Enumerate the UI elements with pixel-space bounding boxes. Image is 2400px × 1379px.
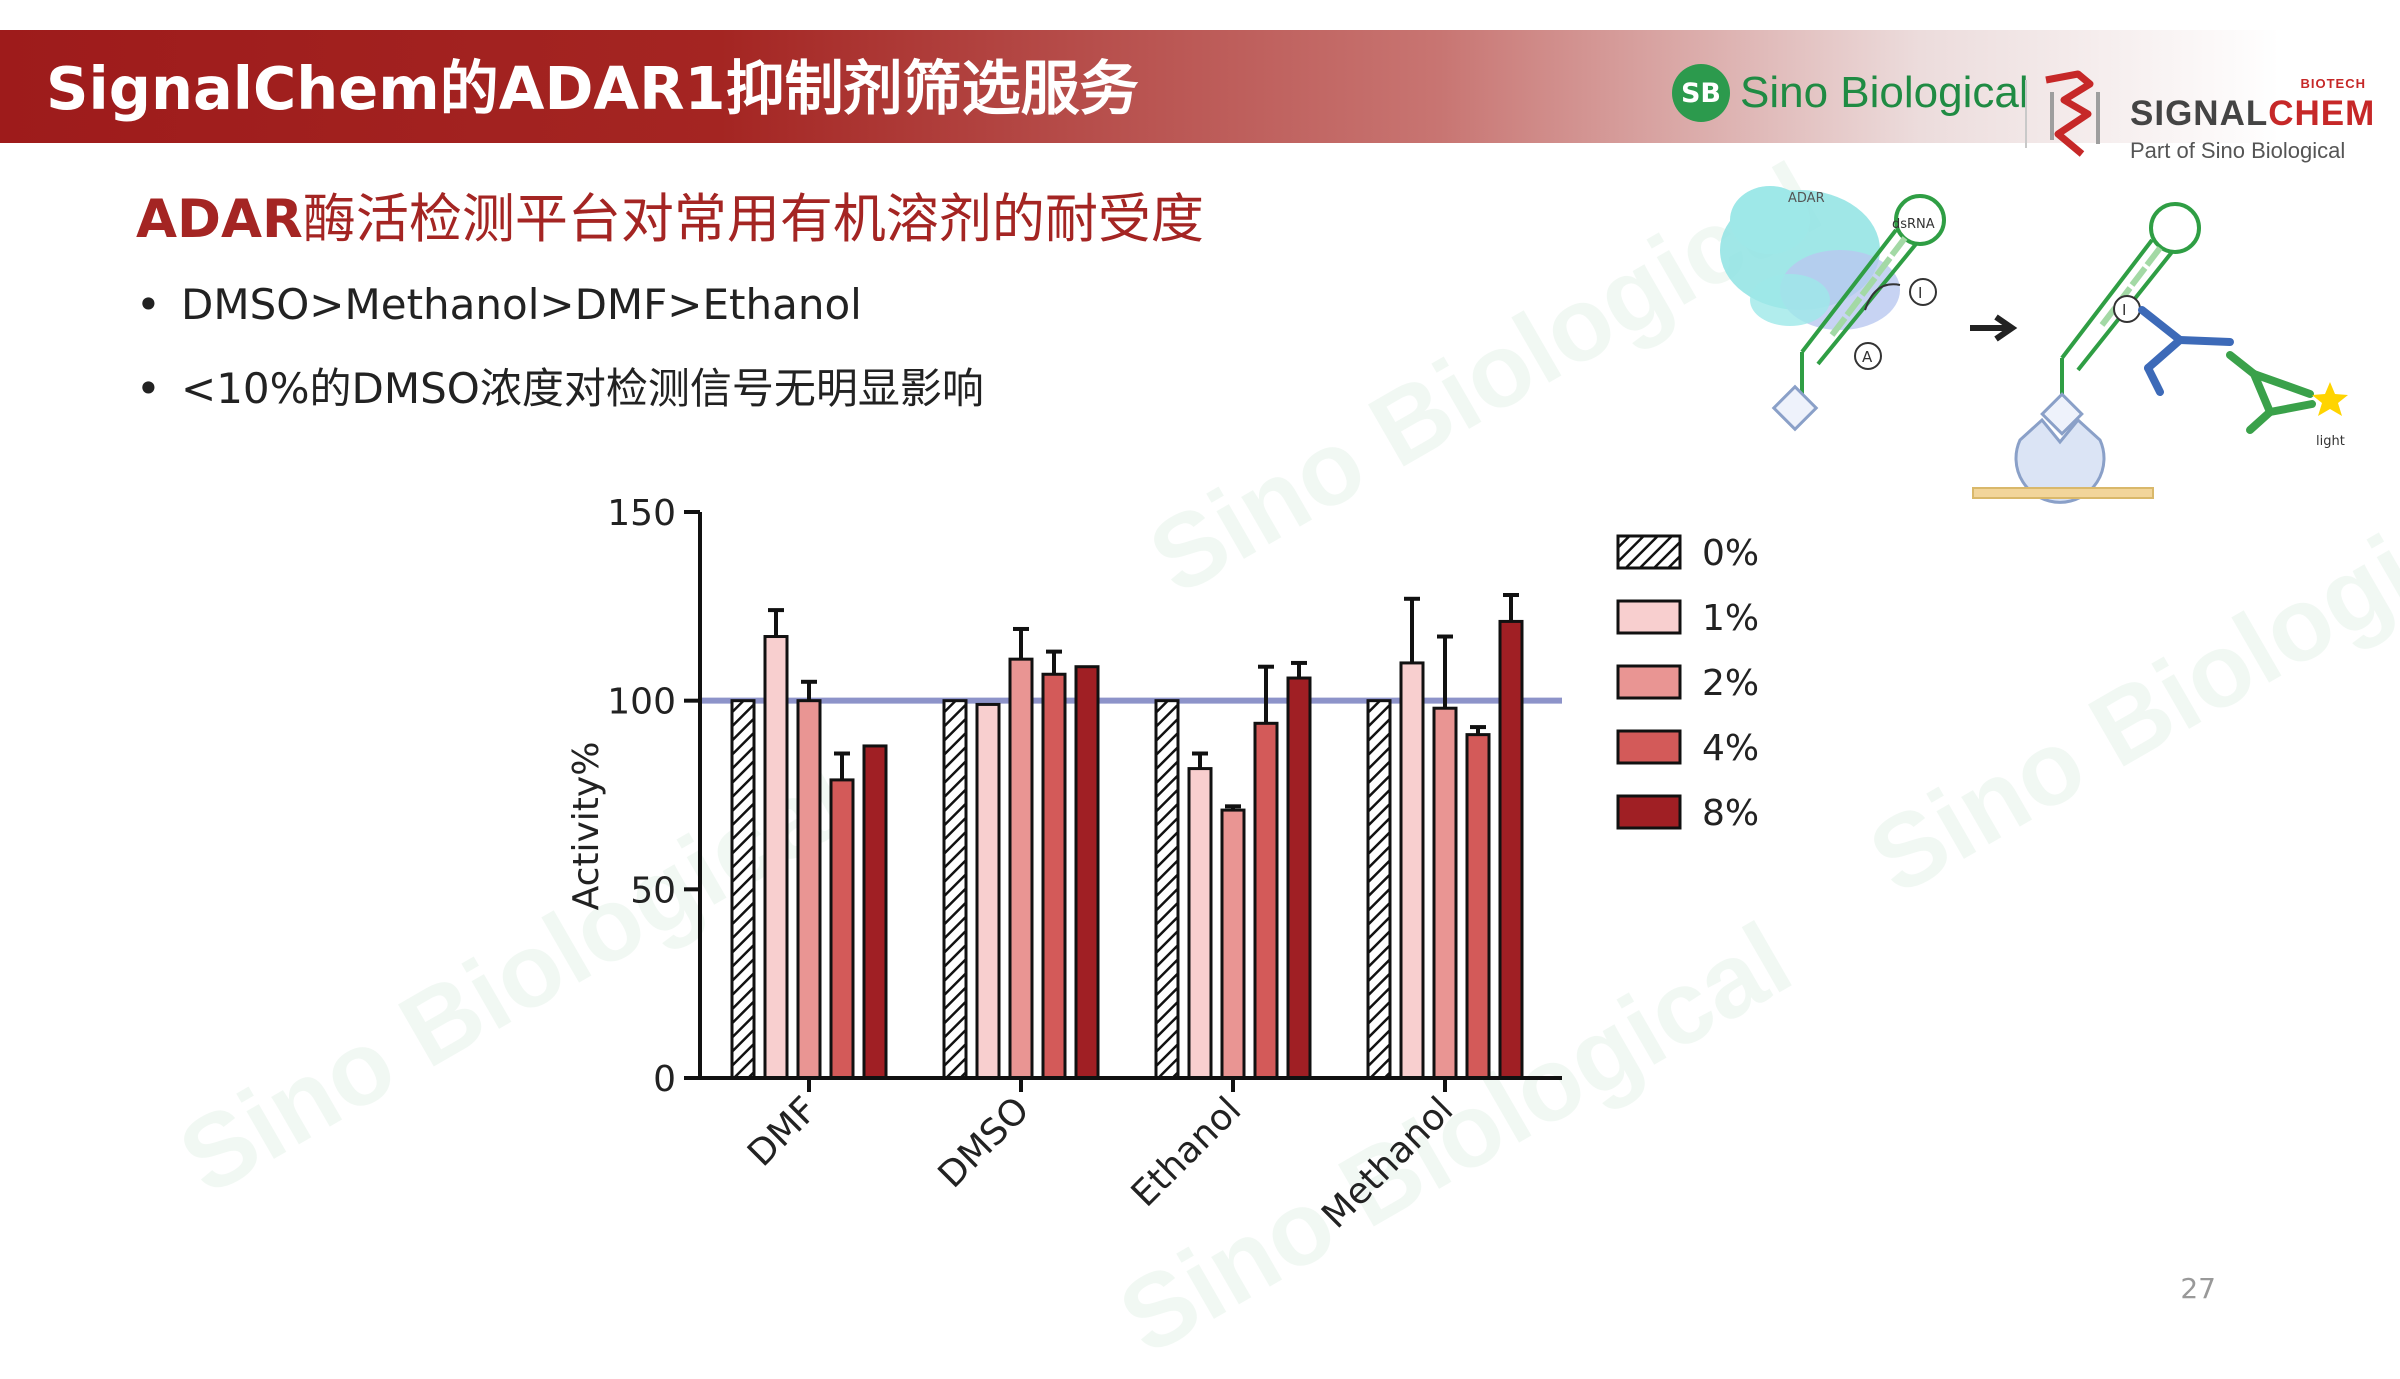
chart-legend: 0% 1% 2% 4% 8% <box>1616 533 1759 834</box>
bar-ethanol-8pct <box>1286 676 1312 1080</box>
legend-swatch <box>1616 599 1682 635</box>
bar-dmf-2pct <box>796 699 822 1080</box>
bullet-item: • DMSO>Methanol>DMF>Ethanol <box>136 280 984 330</box>
assay-diagram: ADAR dsRNA I A I <box>1720 186 2348 504</box>
section-title: ADAR酶活检测平台对常用有机溶剂的耐受度 <box>136 188 1204 252</box>
signalchem-name-b: CHEM <box>2268 94 2376 133</box>
bar-methanol-2pct <box>1432 706 1458 1080</box>
inosine-label: I <box>1918 284 1922 302</box>
logo-divider <box>2025 80 2027 148</box>
bullet-text: <10%的DMSO浓度对检测信号无明显影响 <box>181 364 984 413</box>
bullet-list: • DMSO>Methanol>DMF>Ethanol • <10%的DMSO浓度对… <box>136 280 984 448</box>
bar-dmso-8pct <box>1074 665 1100 1080</box>
adar-label: ADAR <box>1788 191 1825 206</box>
adenosine-label: A <box>1862 348 1873 366</box>
bars-group <box>730 593 1524 1080</box>
biotin-diamond-icon-2 <box>2040 392 2084 436</box>
y-axis-label: Activity% <box>566 742 607 911</box>
bullet-text: DMSO>Methanol>DMF>Ethanol <box>181 280 862 329</box>
conversion-arrow-icon <box>1864 283 1901 311</box>
legend-swatch <box>1616 534 1682 570</box>
signalchem-name-a: SIGNAL <box>2130 94 2269 133</box>
inosine-label-2: I <box>2122 301 2126 319</box>
y-tick-label: 100 <box>607 682 676 723</box>
bar-ethanol-0pct <box>1154 699 1180 1080</box>
section-title-bold: ADAR <box>136 189 303 250</box>
x-tick-label: Ethanol <box>1124 1089 1250 1215</box>
bar-dmso-1pct <box>975 702 1001 1080</box>
bar-dmso-4pct <box>1041 672 1067 1080</box>
x-tick-label: DMSO <box>931 1089 1038 1196</box>
y-tick-label: 150 <box>607 493 676 534</box>
bar-methanol-4pct <box>1465 733 1491 1080</box>
inosine-circle <box>1909 278 1937 306</box>
legend-swatch <box>1616 794 1682 830</box>
bar-dmf-1pct <box>763 635 789 1080</box>
dsrna-label: dsRNA <box>1892 217 1935 232</box>
page-title: SignalChem的ADAR1抑制剂筛选服务 <box>46 54 1139 123</box>
bar-ethanol-2pct <box>1220 808 1246 1080</box>
legend-label: 1% <box>1702 598 1759 639</box>
x-tick-label: DMF <box>740 1089 825 1174</box>
legend-label: 8% <box>1702 793 1759 834</box>
bar-dmf-0pct <box>730 699 756 1080</box>
x-tick-label: Methanol <box>1314 1089 1461 1236</box>
bar-methanol-0pct <box>1366 699 1392 1080</box>
bar-ethanol-4pct <box>1253 721 1279 1080</box>
legend-swatch <box>1616 729 1682 765</box>
plate-surface-icon <box>1972 487 2154 499</box>
biotin-diamond-icon <box>1771 384 1819 432</box>
antibody-icon <box>2138 306 2316 434</box>
bar-dmso-0pct <box>942 699 968 1080</box>
bar-dmso-2pct <box>1008 657 1034 1080</box>
x-tick-labels: DMF DMSO Ethanol Methanol <box>740 1078 1461 1236</box>
bar-dmf-4pct <box>829 778 855 1080</box>
section-title-rest: 酶活检测平台对常用有机溶剂的耐受度 <box>302 189 1204 250</box>
bar-ethanol-1pct <box>1187 767 1213 1080</box>
light-label: light <box>2316 434 2345 449</box>
sino-logo-text: Sino Biological <box>1740 68 2029 117</box>
signalchem-biotech: BIOTECH <box>2300 76 2366 91</box>
sino-biological-logo: SB Sino Biological <box>1672 58 2029 128</box>
y-ticks: 0 50 100 150 <box>607 493 700 1100</box>
bullet-dot: • <box>136 364 161 413</box>
page-number: 27 <box>2180 1272 2216 1305</box>
bar-methanol-1pct <box>1399 661 1425 1080</box>
signalchem-name: SIGNALCHEM <box>2130 94 2375 134</box>
legend-label: 2% <box>1702 663 1759 704</box>
light-star-icon <box>2312 382 2348 416</box>
signalchem-part-of: Part of Sino Biological <box>2130 138 2346 163</box>
y-tick-label: 50 <box>630 870 676 911</box>
bar-dmf-8pct <box>862 744 888 1080</box>
adar-protein-icon <box>1720 186 1900 330</box>
bar-chart: 0 50 100 150 DMF DMSO Ethanol Methanol Activit… <box>566 493 1759 1236</box>
bar-methanol-8pct <box>1498 619 1524 1080</box>
streptavidin-icon <box>2014 417 2106 504</box>
legend-swatch <box>1616 664 1682 700</box>
legend-label: 4% <box>1702 728 1759 769</box>
legend-label: 0% <box>1702 533 1759 574</box>
signalchem-logo: BIOTECH SIGNALCHEM Part of Sino Biologic… <box>2038 66 2388 166</box>
inosine-circle-2 <box>2113 295 2141 323</box>
signalchem-mark-icon <box>2045 70 2100 157</box>
adenosine-circle <box>1854 342 1882 370</box>
y-tick-label: 0 <box>653 1059 676 1100</box>
header-bar: SignalChem的ADAR1抑制剂筛选服务 SB Sino Biologic… <box>0 30 2400 163</box>
bullet-dot: • <box>136 280 161 329</box>
sb-logo-badge: SB <box>1672 64 1730 122</box>
process-arrow-icon <box>1970 314 2018 342</box>
bullet-item: • <10%的DMSO浓度对检测信号无明显影响 <box>136 364 984 414</box>
